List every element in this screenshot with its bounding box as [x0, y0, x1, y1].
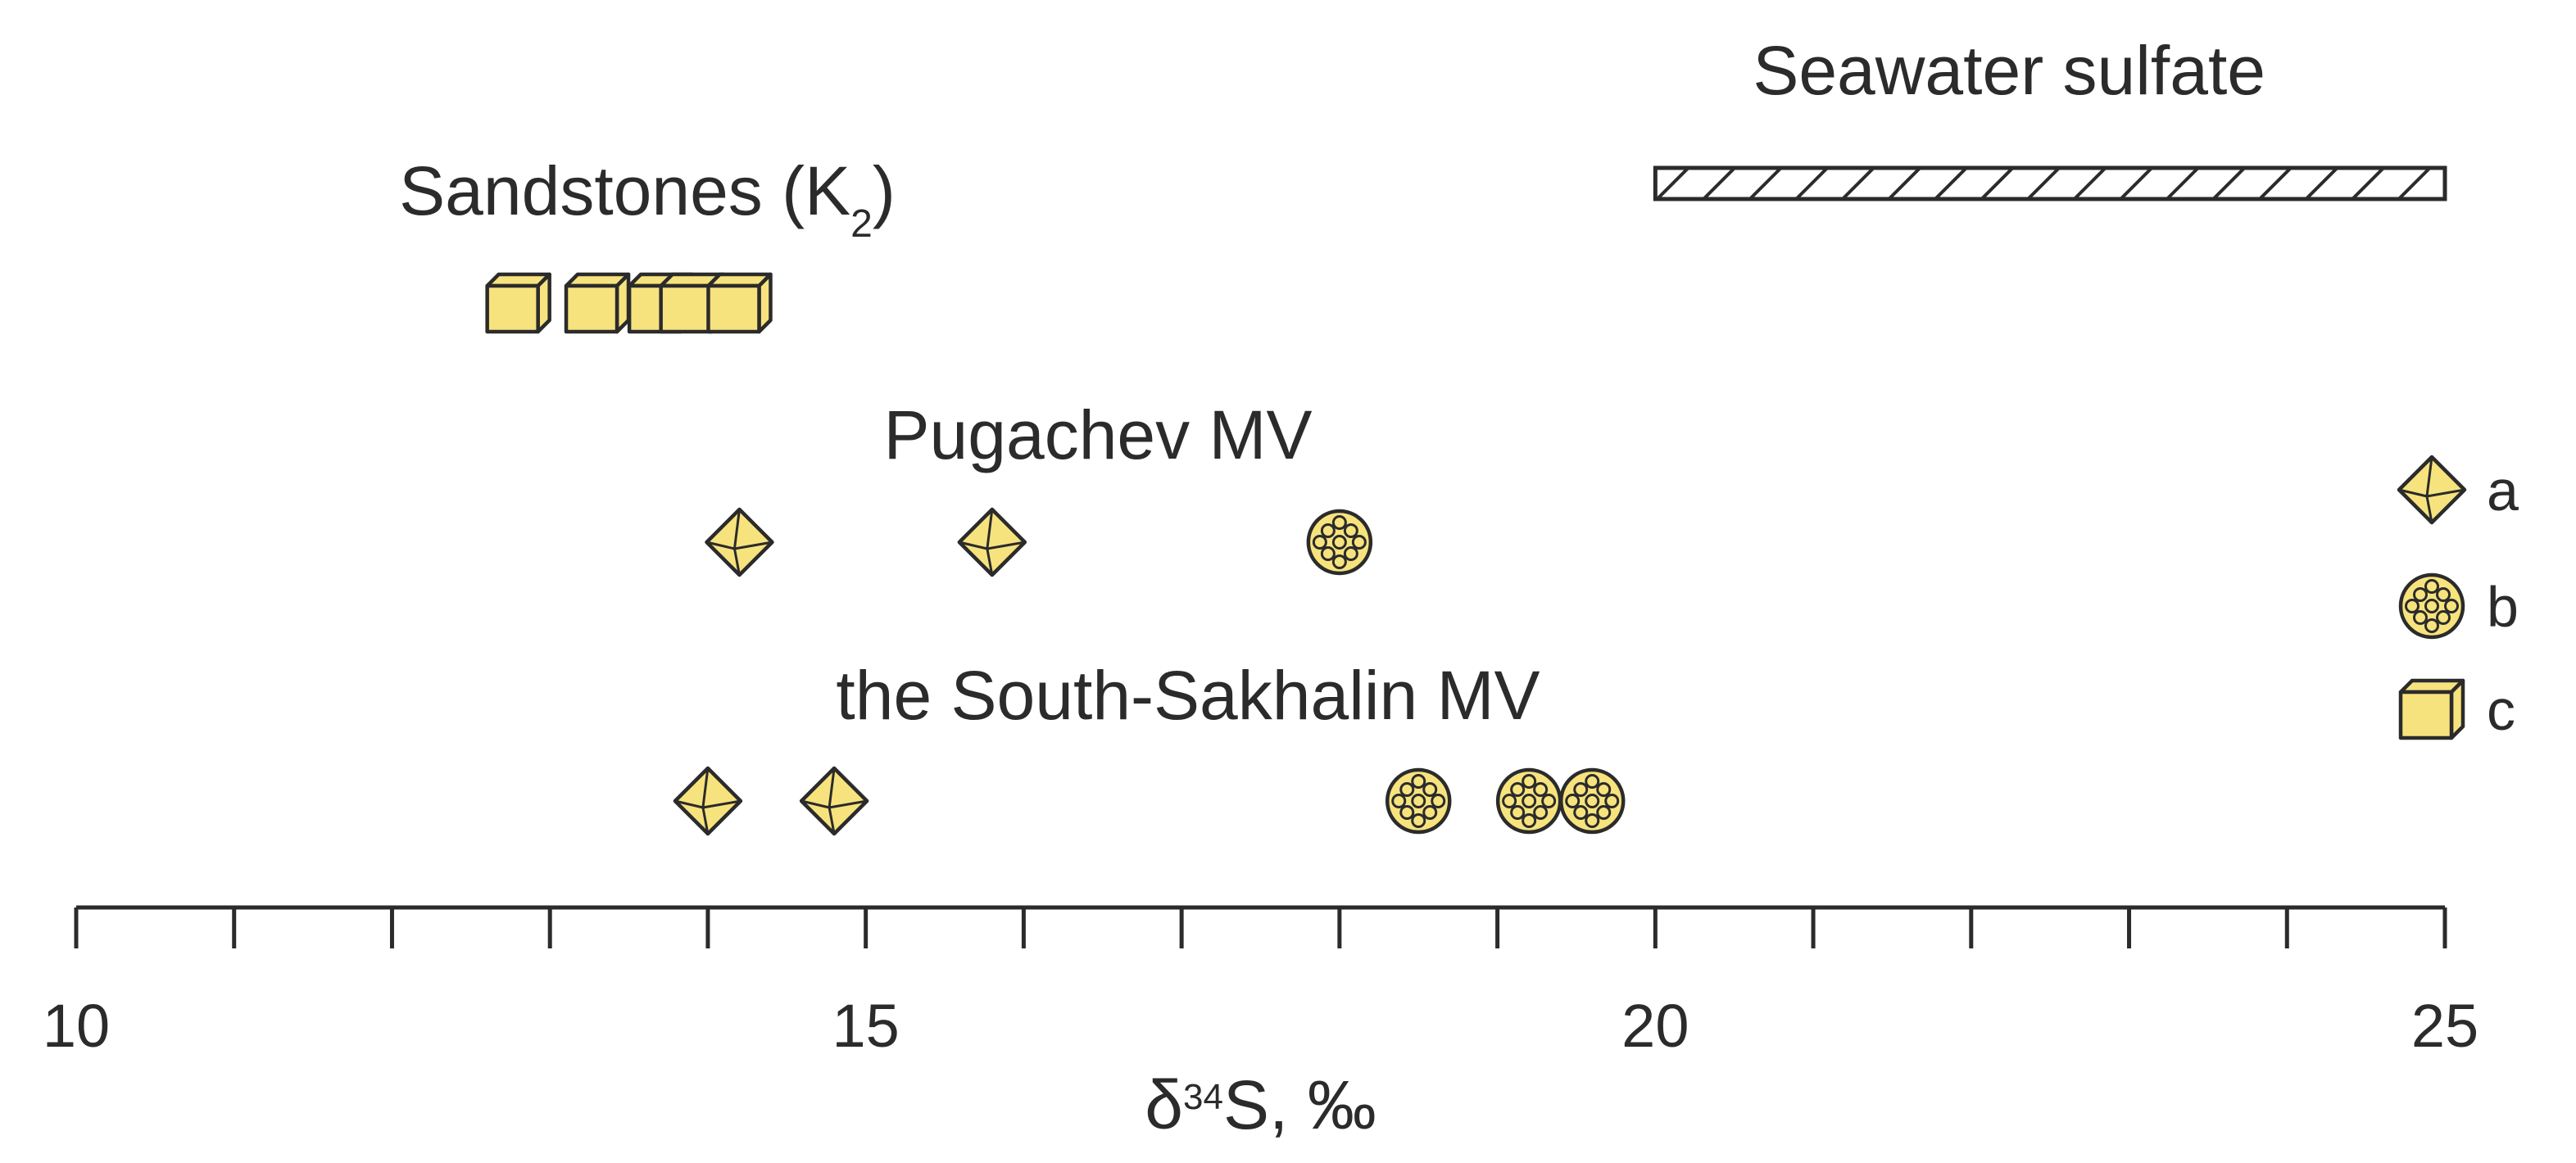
data-point-a	[957, 507, 1027, 577]
data-point-c	[485, 272, 551, 334]
group-0: Sandstones (K2)	[399, 152, 896, 334]
legend: abc	[2397, 455, 2519, 742]
x-axis: 10 15 20 25 δ34S, ‰	[43, 905, 2478, 1143]
group-label: Sandstones (K2)	[399, 152, 896, 246]
range-label: Seawater sulfate	[1753, 32, 2265, 109]
group-1: Pugachev MV	[705, 396, 1373, 577]
data-point-c	[706, 272, 773, 334]
legend-label: a	[2487, 459, 2519, 523]
data-point-a	[799, 766, 869, 836]
x-tick-label: 10	[43, 992, 110, 1060]
data-point-b	[1385, 767, 1452, 835]
group-label: Pugachev MV	[884, 396, 1313, 473]
sample-groups: Sandstones (K2) Pugachev MV the South-Sakh…	[399, 152, 1626, 836]
reference-ranges: Seawater sulfate	[1653, 32, 2447, 201]
data-point-a	[673, 766, 743, 836]
legend-label: c	[2487, 678, 2515, 742]
x-axis-ticks: 10 15 20 25	[43, 907, 2478, 1060]
legend-marker-b	[2398, 572, 2465, 640]
group-2: the South-Sakhalin MV	[673, 657, 1626, 836]
data-point-b	[1495, 767, 1562, 835]
data-point-b	[1558, 767, 1626, 835]
x-tick-label: 15	[832, 992, 900, 1060]
legend-marker-a	[2397, 455, 2467, 525]
x-axis-title: δ34S, ‰	[1145, 1066, 1376, 1143]
data-point-c	[564, 272, 631, 334]
legend-label: b	[2487, 575, 2519, 639]
group-label: the South-Sakhalin MV	[836, 657, 1540, 734]
data-point-a	[705, 507, 774, 577]
legend-marker-c	[2398, 678, 2465, 740]
data-point-b	[1306, 509, 1373, 576]
seawater-sulfate-range-bar	[1653, 165, 2447, 201]
x-tick-label: 25	[2411, 992, 2478, 1060]
x-tick-label: 20	[1621, 992, 1689, 1060]
